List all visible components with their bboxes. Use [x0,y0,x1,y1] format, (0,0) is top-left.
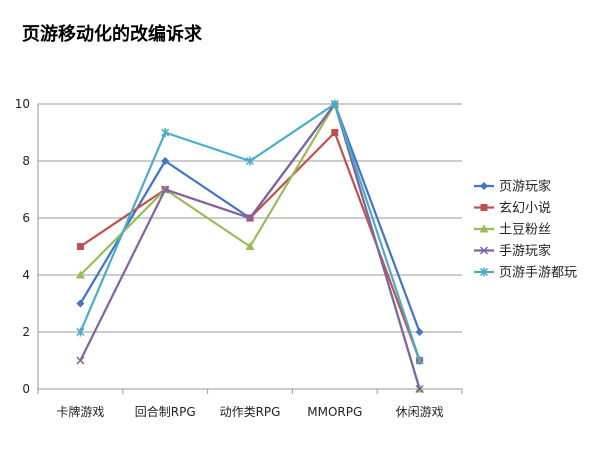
data-point [245,156,255,166]
legend-label: 页游玩家 [499,179,551,195]
x-tick-label: 休闲游戏 [396,405,444,419]
data-point [161,157,170,165]
series-2 [75,99,425,393]
legend-item: 手游玩家 [474,243,551,259]
series-4 [76,99,424,365]
chart-title: 页游移动化的改编诉求 [22,24,202,45]
series-group [75,99,425,394]
data-point [479,246,489,255]
data-point [479,224,489,233]
data-point [415,328,424,336]
axes: 0 2 4 6 8 10 卡牌游戏 回合制RPG 动作类RPG MMORPG 休闲游戏 [15,97,463,419]
data-point [415,356,424,365]
legend-item: 页游手游都玩 [474,266,577,281]
x-tick-label: 回合制RPG [135,404,196,419]
data-point [480,204,488,211]
legend-item: 土豆粉丝 [474,223,551,238]
legend-label: 玄幻小说 [499,201,551,216]
y-tick-label: 8 [22,154,30,168]
legend-label: 土豆粉丝 [499,223,551,238]
data-point [76,356,85,365]
data-point [245,242,255,250]
data-point [330,99,339,109]
data-point [76,243,84,250]
y-tick-label: 2 [22,325,30,339]
legend-label: 页游手游都玩 [499,266,577,281]
y-tick-label: 6 [22,211,30,225]
y-tick-label: 0 [22,382,30,396]
y-tick-label: 4 [22,268,30,282]
y-tick-label: 10 [15,97,30,111]
data-point [480,182,488,190]
legend-item: 玄幻小说 [474,201,551,216]
data-point [161,185,170,194]
x-tick-label: MMORPG [307,405,362,419]
data-point [75,270,85,279]
data-point [245,213,255,223]
data-point [479,267,489,277]
data-point [331,129,339,136]
legend-item: 页游玩家 [474,179,551,195]
data-point [76,299,85,308]
legend-label: 手游玩家 [499,243,551,259]
data-point [415,384,424,394]
x-tick-label: 卡牌游戏 [56,405,104,419]
data-point [161,128,170,137]
series-line [79,102,421,361]
x-tick-label: 动作类RPG [220,405,281,419]
data-point [76,327,85,337]
